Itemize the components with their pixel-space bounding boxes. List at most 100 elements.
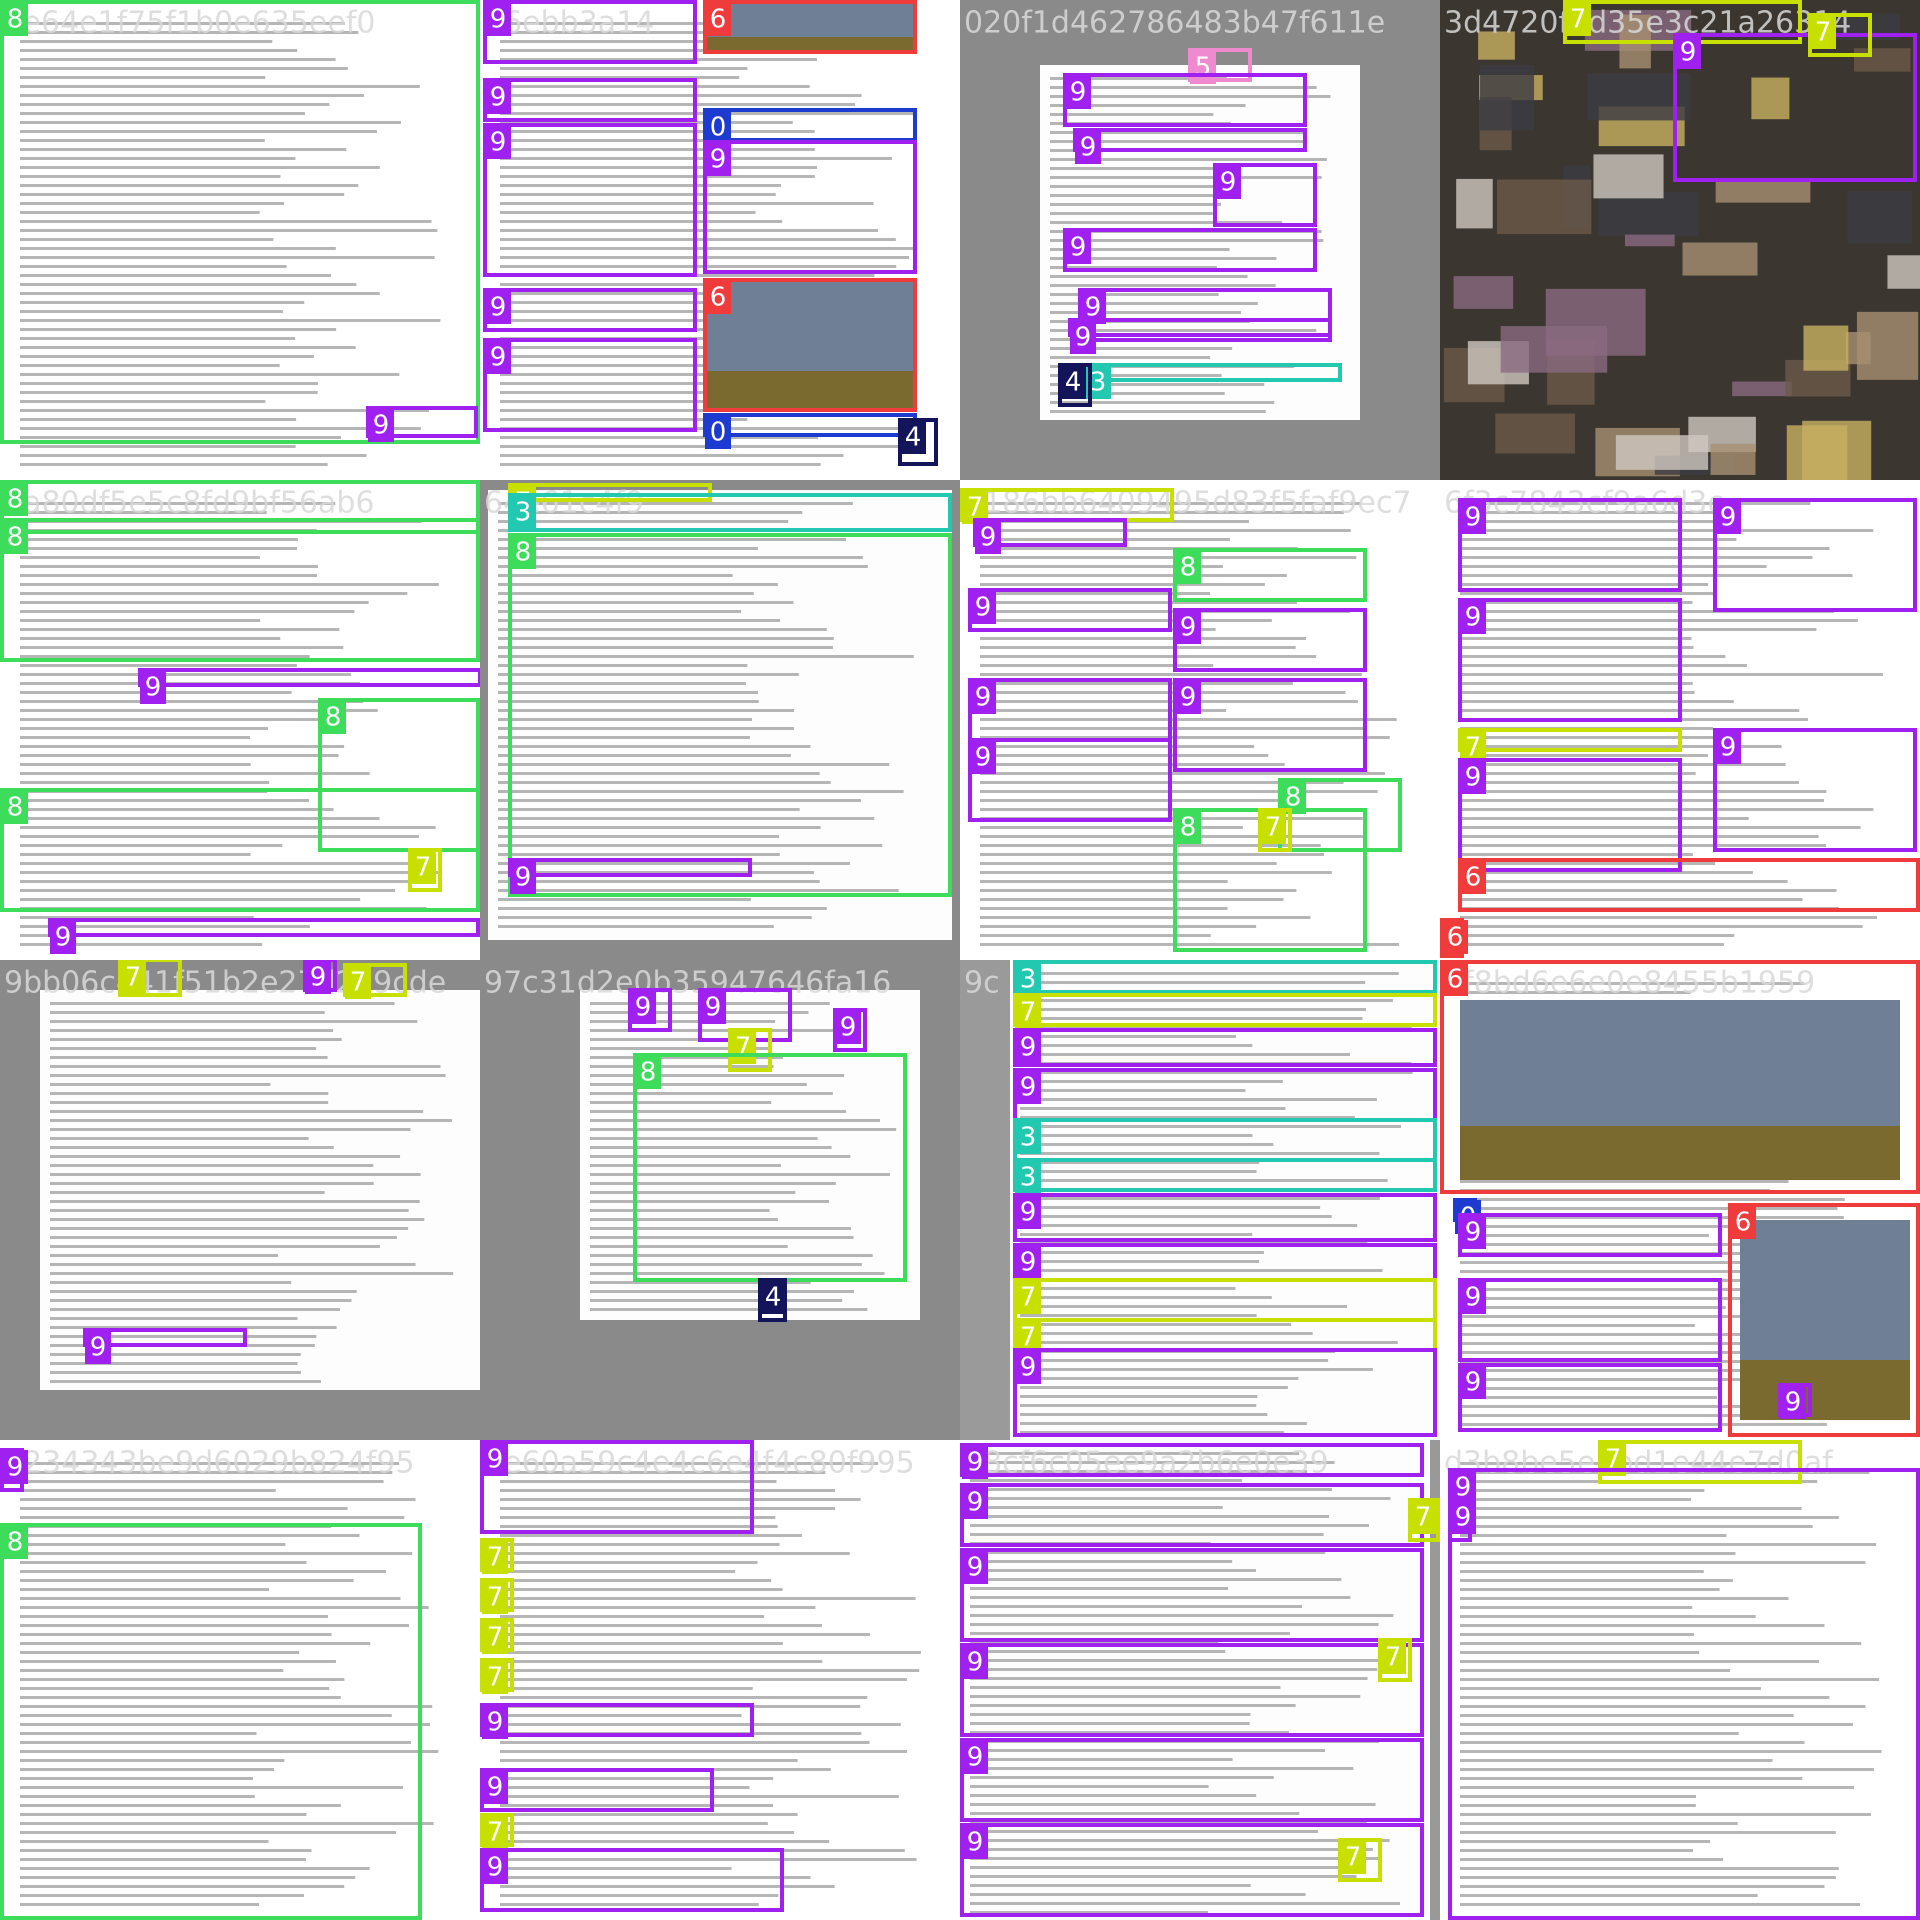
text-line (50, 1083, 271, 1086)
tile-id: 4f8bd6e6e0e8455b1959 (1444, 966, 1815, 1001)
text-line (980, 565, 1223, 568)
text-line (500, 1714, 742, 1717)
text-line (1460, 1570, 1704, 1573)
text-line (1020, 1053, 1351, 1056)
text-line (1050, 401, 1275, 404)
text-line (500, 1624, 822, 1627)
text-line (20, 1732, 257, 1735)
text-line (1460, 1876, 1836, 1879)
region-label: 7 (1020, 1323, 1037, 1353)
region-label: 0 (710, 418, 727, 448)
text-line (498, 628, 827, 631)
text-line (498, 601, 794, 604)
region-label: 7 (1020, 1283, 1037, 1313)
text-line (1050, 77, 1227, 80)
text-line (20, 1651, 300, 1654)
text-line (500, 364, 782, 367)
text-line (970, 1461, 1335, 1464)
region-label: 7 (1345, 1843, 1362, 1873)
region-label: 9 (1220, 168, 1237, 198)
text-line (20, 1777, 253, 1780)
text-line (500, 265, 897, 268)
region-label-bg (485, 290, 511, 324)
text-line (500, 292, 838, 295)
text-line (1460, 1714, 1794, 1717)
region-box (1458, 598, 1682, 722)
text-line (498, 907, 827, 910)
text-line (50, 1254, 278, 1257)
region-label-bg (970, 590, 996, 624)
text-line (1460, 583, 1709, 586)
text-line (498, 916, 812, 919)
text-line (20, 1570, 387, 1573)
text-line (1050, 104, 1246, 107)
text-line (500, 1579, 772, 1582)
region-label: 9 (1455, 1503, 1472, 1533)
text-line (980, 664, 1214, 667)
text-line (1020, 1035, 1236, 1038)
text-line (498, 799, 861, 802)
text-line (1020, 1143, 1274, 1146)
text-line (1460, 1894, 1758, 1897)
text-line (20, 646, 344, 649)
text-line (1020, 1422, 1307, 1425)
text-line (500, 310, 793, 313)
text-line (20, 808, 334, 811)
region-label: 9 (1465, 763, 1482, 793)
region-label-bg (1015, 1030, 1041, 1064)
text-line (20, 1786, 403, 1789)
region-label: 9 (487, 1708, 504, 1738)
text-line (500, 301, 735, 304)
text-line (20, 355, 314, 358)
text-line (1460, 1525, 1813, 1528)
text-line (20, 418, 297, 421)
text-line (20, 835, 419, 838)
region-label: 9 (487, 1773, 504, 1803)
text-line (20, 301, 305, 304)
text-line (20, 166, 380, 169)
text-line (20, 229, 438, 232)
region-label: 9 (490, 83, 507, 113)
text-line (50, 1272, 454, 1275)
region-label: 7 (350, 968, 367, 998)
region-label: 9 (487, 1853, 504, 1883)
text-line (20, 436, 341, 439)
region-label: 8 (640, 1058, 657, 1088)
text-line (1460, 889, 1837, 892)
region-label: 9 (967, 1553, 984, 1583)
region-label-bg (1070, 320, 1096, 354)
text-line (1020, 1233, 1253, 1236)
text-line (20, 1642, 371, 1645)
text-line (1460, 1795, 1697, 1798)
text-line (500, 1786, 750, 1789)
text-line (980, 610, 1351, 613)
region-label: 7 (1815, 18, 1832, 48)
text-line (1020, 1116, 1355, 1119)
text-line (20, 148, 347, 151)
text-line (1050, 113, 1214, 116)
region-label-bg (482, 1815, 508, 1849)
text-line (1020, 1224, 1358, 1227)
text-line (1020, 1431, 1284, 1434)
text-line (498, 574, 733, 577)
text-line (50, 1335, 317, 1338)
region-label-bg (760, 1280, 786, 1314)
region-label: 9 (1180, 683, 1197, 713)
text-line (500, 1489, 836, 1492)
region-label: 9 (1465, 603, 1482, 633)
region-label-bg (1015, 1350, 1041, 1384)
text-line (1460, 1696, 1830, 1699)
text-line (1020, 1206, 1321, 1209)
text-line (1460, 709, 1800, 712)
text-line (970, 1713, 1251, 1716)
text-line (498, 502, 853, 505)
region-label-bg (1175, 680, 1201, 714)
region-label: 9 (7, 1453, 24, 1483)
region-label: 9 (1080, 133, 1097, 163)
text-line (970, 1452, 1300, 1455)
text-line (1050, 356, 1211, 359)
text-line (970, 1830, 1318, 1833)
